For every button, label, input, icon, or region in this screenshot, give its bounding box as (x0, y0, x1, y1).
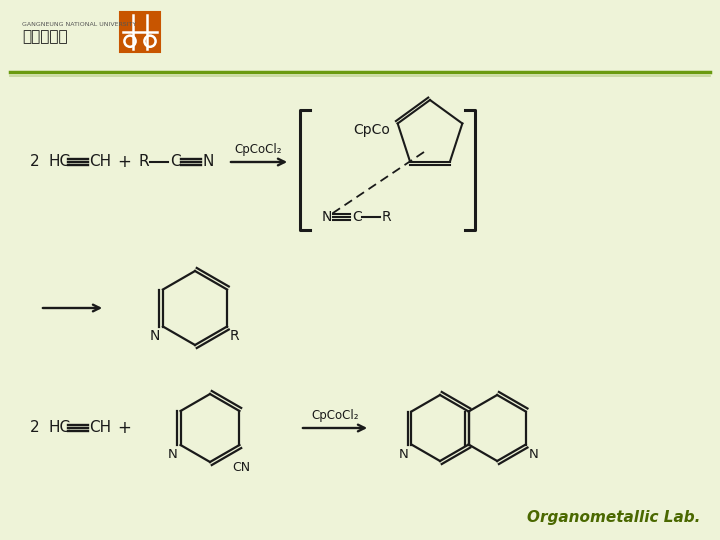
Text: R: R (230, 329, 240, 343)
Text: N: N (399, 448, 408, 461)
Text: CH: CH (89, 421, 111, 435)
Text: CpCoCl₂: CpCoCl₂ (311, 408, 359, 422)
Text: CH: CH (89, 154, 111, 170)
Text: HC: HC (48, 421, 70, 435)
Text: 2: 2 (30, 154, 40, 170)
Text: Organometallic Lab.: Organometallic Lab. (526, 510, 700, 525)
Text: N: N (168, 448, 178, 461)
Text: R: R (138, 154, 148, 170)
Text: 강릉대학교: 강릉대학교 (22, 29, 68, 44)
Text: CpCo: CpCo (353, 123, 390, 137)
Text: C: C (170, 154, 181, 170)
Text: CN: CN (233, 461, 251, 474)
Text: N: N (203, 154, 215, 170)
Text: N: N (150, 329, 160, 343)
Text: +: + (117, 153, 131, 171)
Text: +: + (117, 419, 131, 437)
Bar (120, 12, 160, 52)
Text: N: N (528, 448, 539, 461)
Text: 2: 2 (30, 421, 40, 435)
Text: CpCoCl₂: CpCoCl₂ (234, 143, 282, 156)
Text: GANGNEUNG NATIONAL UNIVERSITY: GANGNEUNG NATIONAL UNIVERSITY (22, 22, 136, 27)
Text: N: N (322, 210, 333, 224)
Text: C: C (352, 210, 361, 224)
Text: HC: HC (48, 154, 70, 170)
Text: R: R (382, 210, 392, 224)
